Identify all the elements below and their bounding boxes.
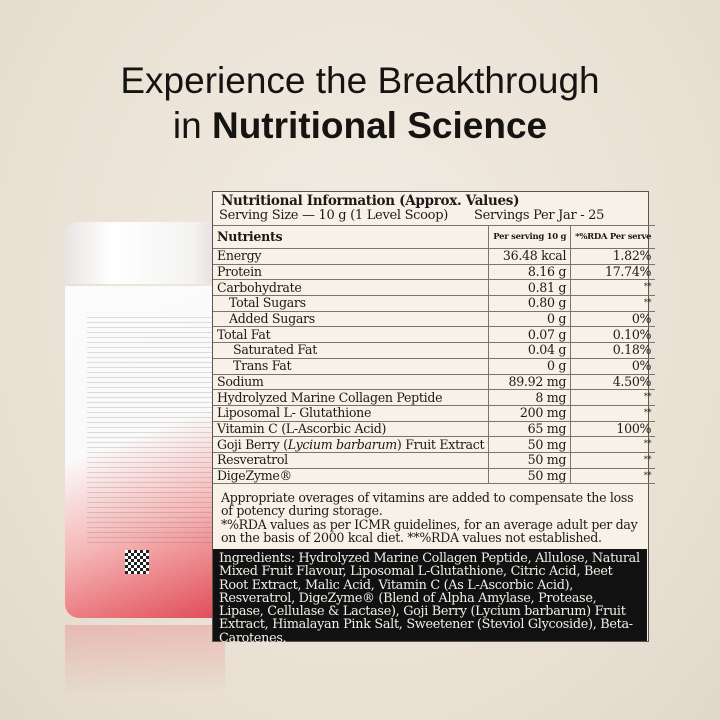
nutrient-value: 0.07 g <box>488 326 572 344</box>
qr-code-icon <box>125 550 149 574</box>
table-row: Carbohydrate 0.81 g ** <box>213 279 656 297</box>
nutrient-value: 50 mg <box>488 451 572 469</box>
table-row: Added Sugars 0 g 0% <box>213 310 656 328</box>
table-row: Total Sugars 0.80 g ** <box>213 295 656 312</box>
serving-size: Serving Size — 10 g (1 Level Scoop) <box>219 208 449 223</box>
nutrient-rda: ** <box>570 467 656 485</box>
nutrient-rda: 0% <box>570 310 656 328</box>
nutrient-value: 0.81 g <box>488 279 572 297</box>
nutrient-value: 200 mg <box>488 404 572 422</box>
nutrient-rda: ** <box>570 389 656 406</box>
nutrition-table: Nutrients Per serving 10 g *%RDA Per ser… <box>213 225 656 485</box>
nutrient-value: 0.04 g <box>488 342 572 359</box>
nutrient-rda: 17.74% <box>570 263 656 281</box>
nutrient-name: DigeZyme® <box>213 467 490 485</box>
nutrient-rda: ** <box>570 295 656 312</box>
panel-title: Nutritional Information (Approx. Values) <box>221 193 520 209</box>
nutrient-name: Energy <box>213 248 490 265</box>
table-row: Goji Berry (Lycium barbarum) Fruit Extra… <box>213 436 656 453</box>
nutrient-value: 65 mg <box>488 420 572 438</box>
nutrient-rda: 1.82% <box>570 248 656 265</box>
table-row: Saturated Fat 0.04 g 0.18% <box>213 342 656 359</box>
serving-info: Serving Size — 10 g (1 Level Scoop) Servi… <box>219 208 604 223</box>
headline-prefix: in <box>172 105 212 146</box>
nutrition-panel: Nutritional Information (Approx. Values)… <box>212 191 656 645</box>
nutrient-rda: ** <box>570 404 656 422</box>
note-overages: Appropriate overages of vitamins are add… <box>221 490 634 519</box>
nutrient-rda: 100% <box>570 420 656 438</box>
nutrient-name: Hydrolyzed Marine Collagen Peptide <box>213 389 490 406</box>
nutrient-value: 8 mg <box>488 389 572 406</box>
table-row: Total Fat 0.07 g 0.10% <box>213 326 656 344</box>
nutrient-name: Liposomal L- Glutathione <box>213 404 490 422</box>
table-row: Liposomal L- Glutathione 200 mg ** <box>213 404 656 422</box>
jar-label-print <box>87 317 217 547</box>
notes: Appropriate overages of vitamins are add… <box>221 491 641 545</box>
table-row: DigeZyme® 50 mg ** <box>213 467 656 485</box>
jar-reflection <box>65 625 225 695</box>
nutrient-rda: ** <box>570 451 656 469</box>
header-per-serving: Per serving 10 g <box>488 225 572 249</box>
nutrient-value: 36.48 kcal <box>488 248 572 265</box>
nutrient-rda: 4.50% <box>570 373 656 391</box>
ingredients-text: Ingredients: Hydrolyzed Marine Collagen … <box>213 549 647 645</box>
headline-line-1: Experience the Breakthrough <box>120 60 600 101</box>
nutrient-name: Goji Berry (Lycium barbarum) Fruit Extra… <box>213 436 490 453</box>
table-row: Protein 8.16 g 17.74% <box>213 263 656 281</box>
table-row: Trans Fat 0 g 0% <box>213 357 656 375</box>
headline-bold: Nutritional Science <box>211 105 548 146</box>
nutrient-value: 0 g <box>488 310 572 328</box>
servings-per-jar: Servings Per Jar - 25 <box>474 208 605 223</box>
nutrient-rda: ** <box>570 279 656 297</box>
product-jar-image <box>65 222 225 618</box>
nutrient-rda: 0.10% <box>570 326 656 344</box>
nutrient-name: Saturated Fat <box>213 342 490 359</box>
nutrient-name: Protein <box>213 263 490 281</box>
headline-line-2: in Nutritional Science <box>0 103 720 148</box>
nutrient-value: 89.92 mg <box>488 373 572 391</box>
nutrient-name-part: Goji Berry ( <box>217 436 288 452</box>
headline: Experience the Breakthrough in Nutrition… <box>0 58 720 148</box>
jar-lid <box>65 222 225 284</box>
nutrient-value: 0 g <box>488 357 572 375</box>
nutrient-rda: 0.18% <box>570 342 656 359</box>
nutrient-value: 50 mg <box>488 467 572 485</box>
nutrient-value: 50 mg <box>488 436 572 453</box>
nutrient-value: 0.80 g <box>488 295 572 312</box>
nutrient-name-part: ) Fruit Extract <box>396 436 485 452</box>
nutrient-name-part: Lycium barbarum <box>287 436 397 452</box>
table-header: Nutrients Per serving 10 g *%RDA Per ser… <box>213 225 656 249</box>
nutrient-name: Carbohydrate <box>213 279 490 297</box>
note-rda: *%RDA values as per ICMR guidelines, for… <box>221 516 638 546</box>
header-rda: *%RDA Per serve <box>570 225 656 249</box>
nutrient-name: Total Fat <box>213 326 490 344</box>
table-row: Hydrolyzed Marine Collagen Peptide 8 mg ** <box>213 389 656 406</box>
nutrient-value: 8.16 g <box>488 263 572 281</box>
nutrient-name: Trans Fat <box>213 357 490 375</box>
table-row: Resveratrol 50 mg ** <box>213 451 656 469</box>
header-nutrients: Nutrients <box>213 225 490 249</box>
nutrient-rda: 0% <box>570 357 656 375</box>
table-row: Vitamin C (L-Ascorbic Acid) 65 mg 100% <box>213 420 656 438</box>
nutrient-name: Sodium <box>213 373 490 391</box>
nutrient-name: Total Sugars <box>213 295 490 312</box>
nutrient-name: Resveratrol <box>213 451 490 469</box>
nutrient-name: Vitamin C (L-Ascorbic Acid) <box>213 420 490 438</box>
nutrient-rda: ** <box>570 436 656 453</box>
table-row: Energy 36.48 kcal 1.82% <box>213 248 656 265</box>
table-row: Sodium 89.92 mg 4.50% <box>213 373 656 391</box>
nutrient-name: Added Sugars <box>213 310 490 328</box>
